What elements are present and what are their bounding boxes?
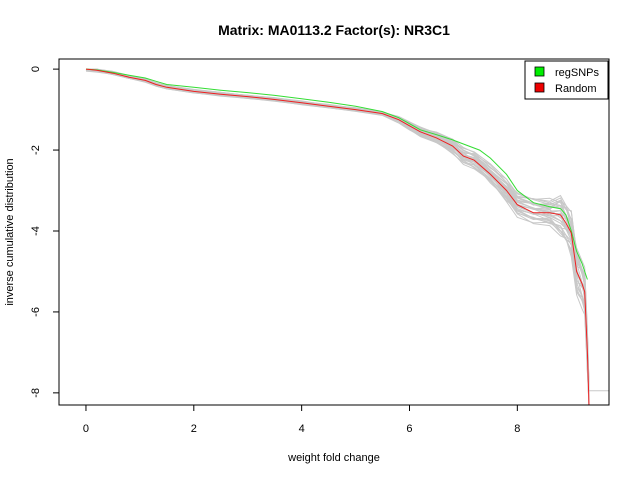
x-tick-label: 2 <box>191 423 197 435</box>
x-axis: 0 2 4 6 8 <box>83 404 520 435</box>
y-axis: 0 -2 -4 -6 -8 <box>30 66 60 398</box>
y-tick-label: -4 <box>30 226 42 236</box>
legend: regSNPs Random <box>524 60 609 100</box>
chart-title: Matrix: MA0113.2 Factor(s): NR3C1 <box>218 22 450 38</box>
random-replicate-line <box>85 69 590 406</box>
y-tick-label: -8 <box>30 388 42 398</box>
legend-swatch-random <box>534 82 545 93</box>
y-axis-label: inverse cumulative distribution <box>4 158 16 305</box>
y-tick-label: 0 <box>30 66 42 72</box>
x-tick-label: 4 <box>299 423 305 435</box>
series-layer <box>85 68 590 406</box>
x-tick-label: 0 <box>83 423 89 435</box>
legend-swatch-regsnps <box>534 66 545 77</box>
x-tick-label: 6 <box>406 423 412 435</box>
series-line-regsnps <box>85 68 588 280</box>
legend-label-random: Random <box>555 83 597 95</box>
y-tick-label: -2 <box>30 145 42 155</box>
y-tick-label: -6 <box>30 307 42 317</box>
x-axis-label: weight fold change <box>287 452 380 464</box>
series-line-random <box>85 68 590 406</box>
random-replicate-line <box>85 68 590 400</box>
legend-label-regsnps: regSNPs <box>555 67 600 79</box>
x-tick-label: 8 <box>514 423 520 435</box>
